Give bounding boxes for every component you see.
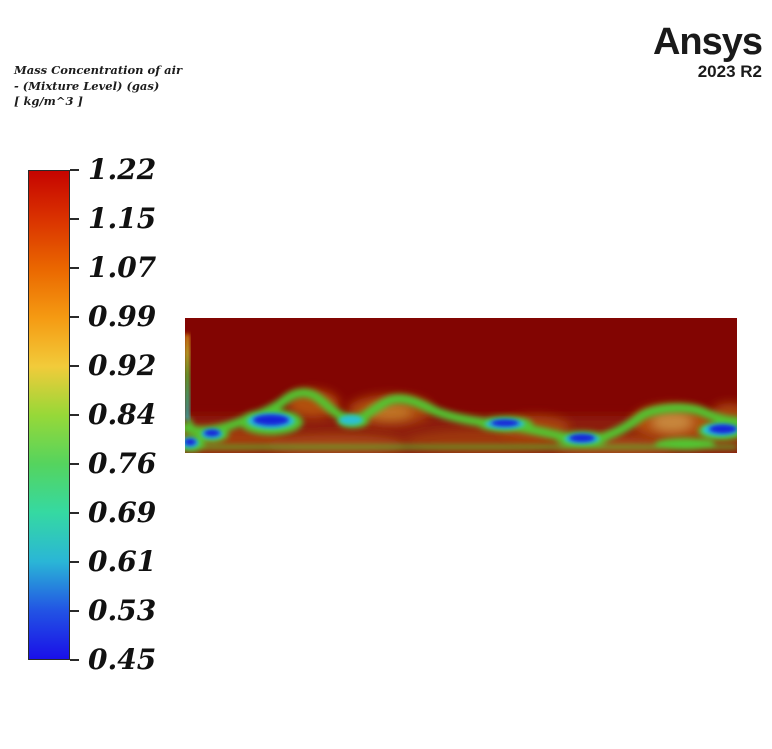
contour-plot-svg [185, 318, 737, 453]
colorbar-tick [70, 463, 79, 465]
colorbar-tick-label: 0.69 [88, 496, 157, 529]
legend-title-line-3: [ kg/m^3 ] [14, 94, 83, 108]
contour-plot [185, 318, 737, 453]
colorbar-tick-label: 0.92 [88, 349, 157, 382]
colorbar-tick-label: 0.99 [88, 300, 157, 333]
brand-block: Ansys 2023 R2 [652, 21, 763, 81]
colorbar-tick-label: 0.61 [88, 545, 157, 578]
colorbar-tick [70, 512, 79, 514]
colorbar-tick-label: 0.45 [88, 643, 157, 676]
colorbar-tick-label: 0.76 [88, 447, 157, 480]
ansys-version: 2023 R2 [697, 62, 762, 81]
colorbar-tick [70, 561, 79, 563]
colorbar-tick-label: 1.22 [88, 153, 157, 186]
colorbar-tick-label: 0.53 [88, 594, 157, 627]
legend-title: Mass Concentration of air - (Mixture Lev… [14, 63, 182, 110]
ansys-logo: Ansys [652, 21, 763, 63]
colorbar-tick [70, 267, 79, 269]
colorbar-tick [70, 218, 79, 220]
legend-title-line-2: - (Mixture Level) (gas) [14, 78, 160, 93]
colorbar-tick-label: 1.15 [88, 202, 157, 235]
colorbar-tick [70, 169, 79, 171]
colorbar-tick [70, 316, 79, 318]
colorbar [28, 170, 70, 660]
contour-blue-pockets [185, 414, 737, 446]
colorbar-tick [70, 659, 79, 661]
colorbar-tick [70, 414, 79, 416]
colorbar-tick-label: 0.84 [88, 398, 157, 431]
legend-title-line-1: Mass Concentration of air [14, 63, 183, 77]
colorbar-tick [70, 365, 79, 367]
colorbar-tick-label: 1.07 [88, 251, 157, 284]
contour-left-wall-strip [185, 334, 190, 420]
colorbar-tick [70, 610, 79, 612]
